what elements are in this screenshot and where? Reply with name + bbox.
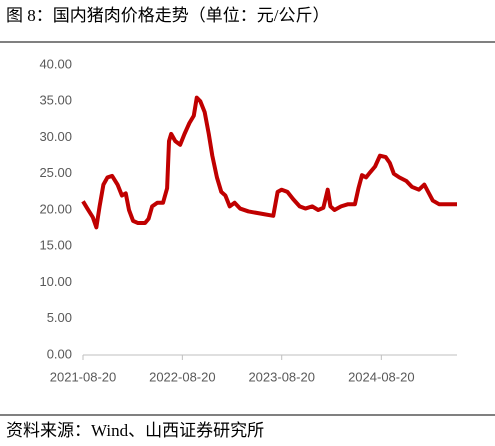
x-tick-label: 2022-08-20 [149,369,216,384]
y-tick-label: 30.00 [39,129,72,144]
y-tick-label: 0.00 [47,346,72,361]
x-tick-label: 2024-08-20 [348,369,415,384]
y-tick-label: 15.00 [39,238,72,253]
price-line [81,95,457,230]
source-note: 资料来源：Wind、山西证券研究所 [6,421,264,440]
y-tick-label: 35.00 [39,93,72,108]
x-tick-label: 2021-08-20 [50,369,117,384]
x-tick-label: 2023-08-20 [248,369,315,384]
y-tick-label: 20.00 [39,201,72,216]
y-tick-label: 25.00 [39,165,72,180]
y-tick-label: 40.00 [39,56,72,71]
y-tick-label: 5.00 [47,310,72,325]
chart-title: 图 8：国内猪肉价格走势（单位：元/公斤） [6,6,329,25]
y-tick-label: 10.00 [39,274,72,289]
